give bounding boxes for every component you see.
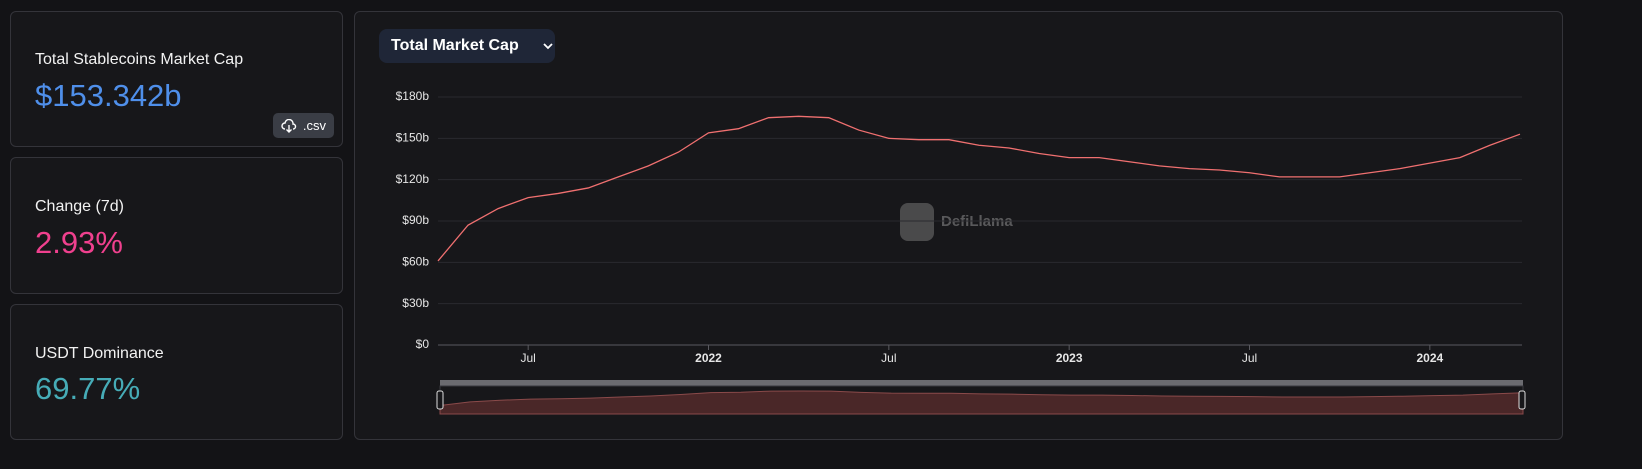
stat-value: 2.93% <box>35 225 123 260</box>
stat-card: USDT Dominance 69.77% <box>10 304 343 440</box>
y-tick-label: $90b <box>402 213 429 227</box>
chart-panel: Total Market Cap <box>354 11 1563 440</box>
x-tick-label: Jul <box>520 351 535 365</box>
brush-handle <box>1518 390 1526 410</box>
x-tick-label: 2024 <box>1416 351 1443 365</box>
csv-button[interactable]: .csv <box>272 113 334 138</box>
watermark: DefiLlama <box>900 203 1013 241</box>
y-tick-label: $150b <box>396 131 430 145</box>
download-icon <box>281 118 297 133</box>
x-tick-label: Jul <box>1242 351 1257 365</box>
y-tick-label: $180b <box>396 89 430 103</box>
selector-label: Total Market Cap <box>391 37 519 54</box>
stat-value: 69.77% <box>35 371 141 406</box>
brush-bar <box>440 380 1523 386</box>
csv-label: .csv <box>302 118 326 133</box>
stat-card: Total Stablecoins Market Cap $153.342b .… <box>10 11 343 147</box>
chevron <box>543 43 553 50</box>
stat-value: $153.342b <box>35 78 182 113</box>
x-tick-label: Jul <box>881 351 896 365</box>
x-tick-label: 2023 <box>1056 351 1083 365</box>
y-tick-label: $30b <box>402 296 429 310</box>
overview-area <box>439 390 1524 415</box>
stat-label: Total Stablecoins Market Cap <box>35 51 244 68</box>
brush-handle <box>436 390 444 410</box>
x-tick-label: 2022 <box>695 351 722 365</box>
stat-card: Change (7d) 2.93% <box>10 157 343 294</box>
metric-selector[interactable]: Total Market Cap <box>379 29 555 63</box>
stat-label: USDT Dominance <box>35 345 164 362</box>
line <box>437 115 1521 262</box>
y-tick-label: $120b <box>396 172 430 186</box>
stat-label: Change (7d) <box>35 198 124 215</box>
y-tick-label: $0 <box>416 337 430 351</box>
y-tick-label: $60b <box>402 255 429 269</box>
